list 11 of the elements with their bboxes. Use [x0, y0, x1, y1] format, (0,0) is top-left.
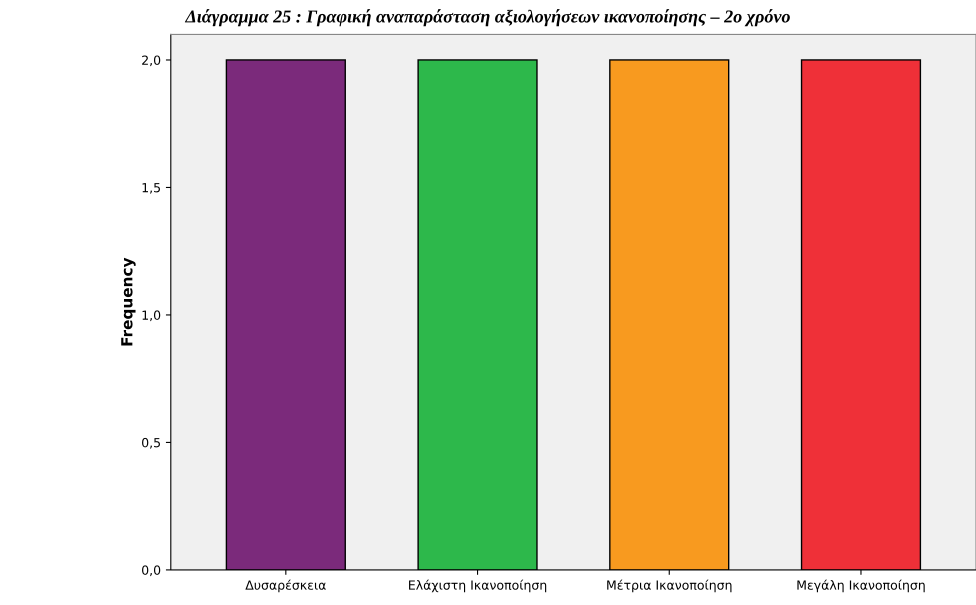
- y-tick-label: 2,0: [142, 55, 160, 66]
- y-axis-title: Frequency: [121, 258, 136, 346]
- x-tick-label: Μεγάλη Ικανοποίηση: [797, 580, 925, 592]
- x-tick-label: Δυσαρέσκεια: [245, 580, 326, 592]
- y-tick-label: 0,5: [142, 438, 160, 449]
- y-tick-label: 1,0: [142, 310, 160, 322]
- chart-title: Διάγραμμα 25 : Γραφική αναπαράσταση αξιολογήσεων ικανοποίησης – 2ο χρόνο: [184, 9, 790, 26]
- y-tick-label: 0,0: [142, 565, 160, 576]
- x-tick-label: Ελάχιστη Ικανοποίηση: [409, 580, 546, 592]
- x-tick-label: Μέτρια Ικανοποίηση: [607, 580, 732, 592]
- y-tick-label: 1,5: [142, 183, 160, 194]
